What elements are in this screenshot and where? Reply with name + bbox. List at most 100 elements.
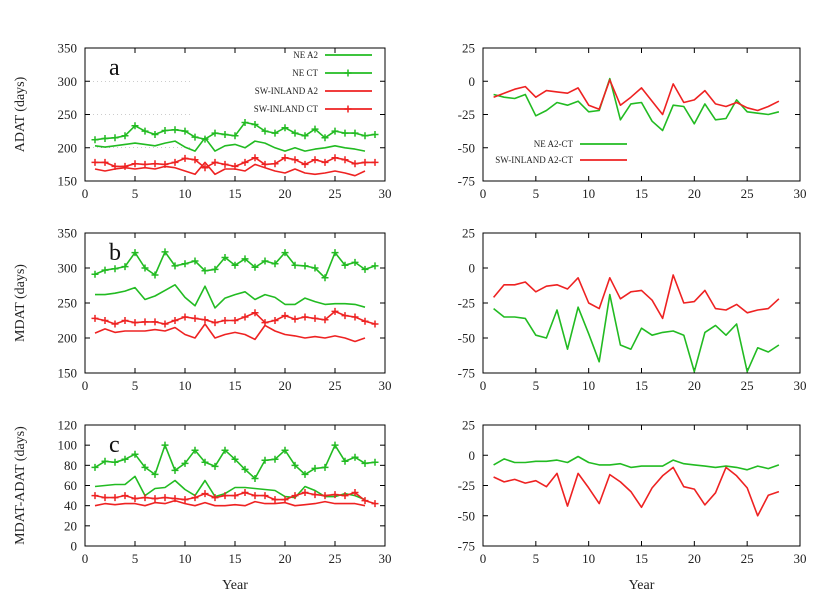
chart-a-right: 0 5 10 15 20 25 30 -75 -50 -25 0 25 NE A2-CT SW-INLAN… bbox=[458, 41, 807, 202]
data-point-marker bbox=[231, 455, 239, 463]
data-point-marker bbox=[211, 319, 219, 327]
x-tick-label: 10 bbox=[582, 378, 595, 393]
data-point-marker bbox=[371, 500, 379, 508]
data-point-marker bbox=[261, 456, 269, 464]
data-point-marker bbox=[281, 124, 289, 132]
y-tick-label: -75 bbox=[458, 174, 475, 189]
data-point-marker bbox=[301, 132, 309, 140]
data-point-marker bbox=[241, 158, 249, 166]
data-point-marker bbox=[141, 494, 149, 502]
plot-frame bbox=[84, 424, 386, 547]
data-point-marker bbox=[251, 120, 259, 128]
data-point-marker bbox=[101, 158, 109, 166]
data-point-marker bbox=[151, 271, 159, 279]
series-line bbox=[493, 77, 780, 132]
data-point-marker bbox=[261, 127, 269, 135]
data-point-marker bbox=[311, 156, 319, 164]
data-point-marker bbox=[361, 459, 369, 467]
data-point-marker bbox=[231, 162, 239, 170]
legend-label: NE CT bbox=[292, 68, 318, 78]
x-tick-label: 5 bbox=[533, 551, 540, 566]
data-point-marker bbox=[141, 318, 149, 326]
legend-label: SW-INLAND A2 bbox=[255, 86, 318, 96]
data-point-marker bbox=[291, 156, 299, 164]
x-tick-label: 5 bbox=[533, 378, 540, 393]
data-point-marker bbox=[181, 127, 189, 135]
data-point-marker bbox=[121, 455, 129, 463]
y-tick-label: 300 bbox=[58, 74, 78, 89]
data-point-marker bbox=[331, 154, 339, 162]
data-point-marker bbox=[191, 494, 199, 502]
data-point-marker bbox=[291, 492, 299, 500]
data-point-marker bbox=[231, 317, 239, 324]
data-point-marker bbox=[371, 320, 379, 328]
data-point-marker bbox=[131, 160, 139, 168]
data-point-marker bbox=[251, 492, 259, 500]
y-axis-label: MDAT-ADAT (days) bbox=[13, 426, 28, 545]
data-point-marker bbox=[371, 458, 379, 466]
data-point-marker bbox=[301, 262, 309, 270]
data-point-marker bbox=[151, 130, 159, 138]
data-point-marker bbox=[111, 494, 119, 502]
series-line bbox=[493, 455, 780, 471]
data-point-marker bbox=[191, 314, 199, 322]
data-point-marker bbox=[371, 130, 379, 138]
data-point-marker bbox=[211, 158, 219, 166]
x-tick-label: 0 bbox=[82, 186, 89, 201]
data-point-marker bbox=[271, 160, 279, 168]
y-tick-label: -75 bbox=[458, 366, 475, 381]
x-tick-label: 20 bbox=[279, 378, 292, 393]
x-tick-label: 0 bbox=[480, 551, 487, 566]
data-point-marker bbox=[181, 459, 189, 467]
data-point-marker bbox=[221, 130, 229, 138]
data-point-marker bbox=[171, 158, 179, 166]
data-point-marker bbox=[241, 489, 249, 497]
x-tick-label: 0 bbox=[82, 551, 89, 566]
data-point-marker bbox=[171, 317, 179, 324]
y-axis-label: ADAT (days) bbox=[13, 76, 28, 152]
data-point-marker bbox=[151, 160, 159, 168]
y-tick-label: 100 bbox=[58, 438, 78, 453]
data-point-marker bbox=[351, 489, 359, 497]
legend-label: SW-INLAND CT bbox=[254, 104, 319, 114]
data-point-marker bbox=[351, 313, 359, 321]
y-tick-label: 350 bbox=[58, 41, 78, 56]
data-point-marker bbox=[281, 154, 289, 162]
data-point-marker bbox=[91, 136, 99, 144]
data-point-marker bbox=[311, 264, 319, 272]
x-tick-label: 30 bbox=[794, 551, 807, 566]
data-point-marker bbox=[371, 158, 379, 166]
x-tick-label: 15 bbox=[635, 378, 648, 393]
x-tick-label: 5 bbox=[132, 551, 139, 566]
y-tick-label: 350 bbox=[58, 226, 78, 241]
x-tick-label: 0 bbox=[82, 378, 89, 393]
legend-label: NE A2-CT bbox=[534, 139, 574, 149]
data-point-marker bbox=[271, 129, 279, 137]
legend-marker bbox=[344, 105, 352, 113]
legend-label: SW-INLAND A2-CT bbox=[495, 155, 573, 165]
data-point-marker bbox=[111, 265, 119, 273]
data-point-marker bbox=[351, 258, 359, 266]
data-point-marker bbox=[101, 457, 109, 465]
x-tick-label: 5 bbox=[132, 186, 139, 201]
data-point-marker bbox=[131, 249, 139, 257]
data-point-marker bbox=[301, 160, 309, 168]
data-point-marker bbox=[91, 314, 99, 322]
y-tick-label: 200 bbox=[58, 331, 78, 346]
series-line bbox=[94, 323, 366, 343]
data-point-marker bbox=[221, 254, 229, 261]
x-tick-label: 5 bbox=[533, 186, 540, 201]
chart-b-left: 0 5 10 15 20 25 30 150 200 250 300 350 MDAT (days) b bbox=[13, 226, 392, 394]
data-point-marker bbox=[281, 249, 289, 257]
y-tick-label: -50 bbox=[458, 508, 475, 523]
data-point-marker bbox=[351, 129, 359, 137]
data-point-marker bbox=[91, 463, 99, 471]
data-point-marker bbox=[101, 134, 109, 142]
data-point-marker bbox=[231, 132, 239, 140]
data-point-marker bbox=[251, 154, 259, 162]
x-tick-label: 30 bbox=[379, 378, 392, 393]
y-tick-label: 250 bbox=[58, 296, 78, 311]
data-point-marker bbox=[111, 134, 119, 142]
y-tick-label: 250 bbox=[58, 107, 78, 122]
